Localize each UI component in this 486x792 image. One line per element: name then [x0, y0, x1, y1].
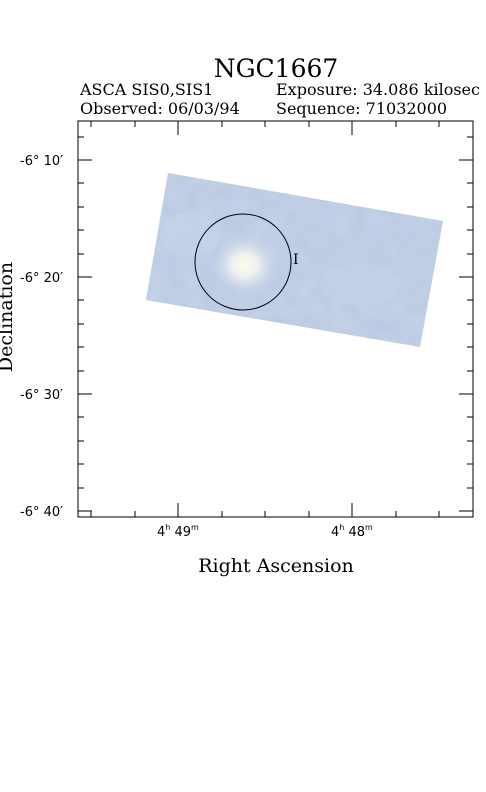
source-region-circle [194, 213, 292, 311]
instrument-label: ASCA SIS0,SIS1 [80, 80, 214, 99]
x-tick-label-2: 4h 48m [331, 523, 373, 540]
y-tick-label-2: -6° 20′ [20, 271, 63, 286]
y-tick-label-4: -6° 40′ [20, 505, 63, 520]
x-axis-label: Right Ascension [198, 555, 354, 577]
y-tick-label-3: -6° 30′ [20, 388, 63, 403]
observed-date: Observed: 06/03/94 [80, 99, 240, 118]
svg-text:4h 49m: 4h 49m [157, 523, 199, 540]
svg-text:4h 48m: 4h 48m [331, 523, 373, 540]
plot-title: NGC1667 [213, 54, 339, 83]
x-tick-label-1: 4h 49m [157, 523, 199, 540]
plot-frame [77, 120, 474, 518]
background-marker: I [293, 252, 299, 268]
y-tick-marks [78, 136, 473, 512]
exposure-time: Exposure: 34.086 kilosec [276, 80, 480, 99]
y-axis-label: Declination [0, 261, 17, 373]
y-tick-label-1: -6° 10′ [20, 154, 63, 169]
x-tick-marks [90, 121, 440, 517]
sequence-number: Sequence: 71032000 [276, 99, 448, 118]
